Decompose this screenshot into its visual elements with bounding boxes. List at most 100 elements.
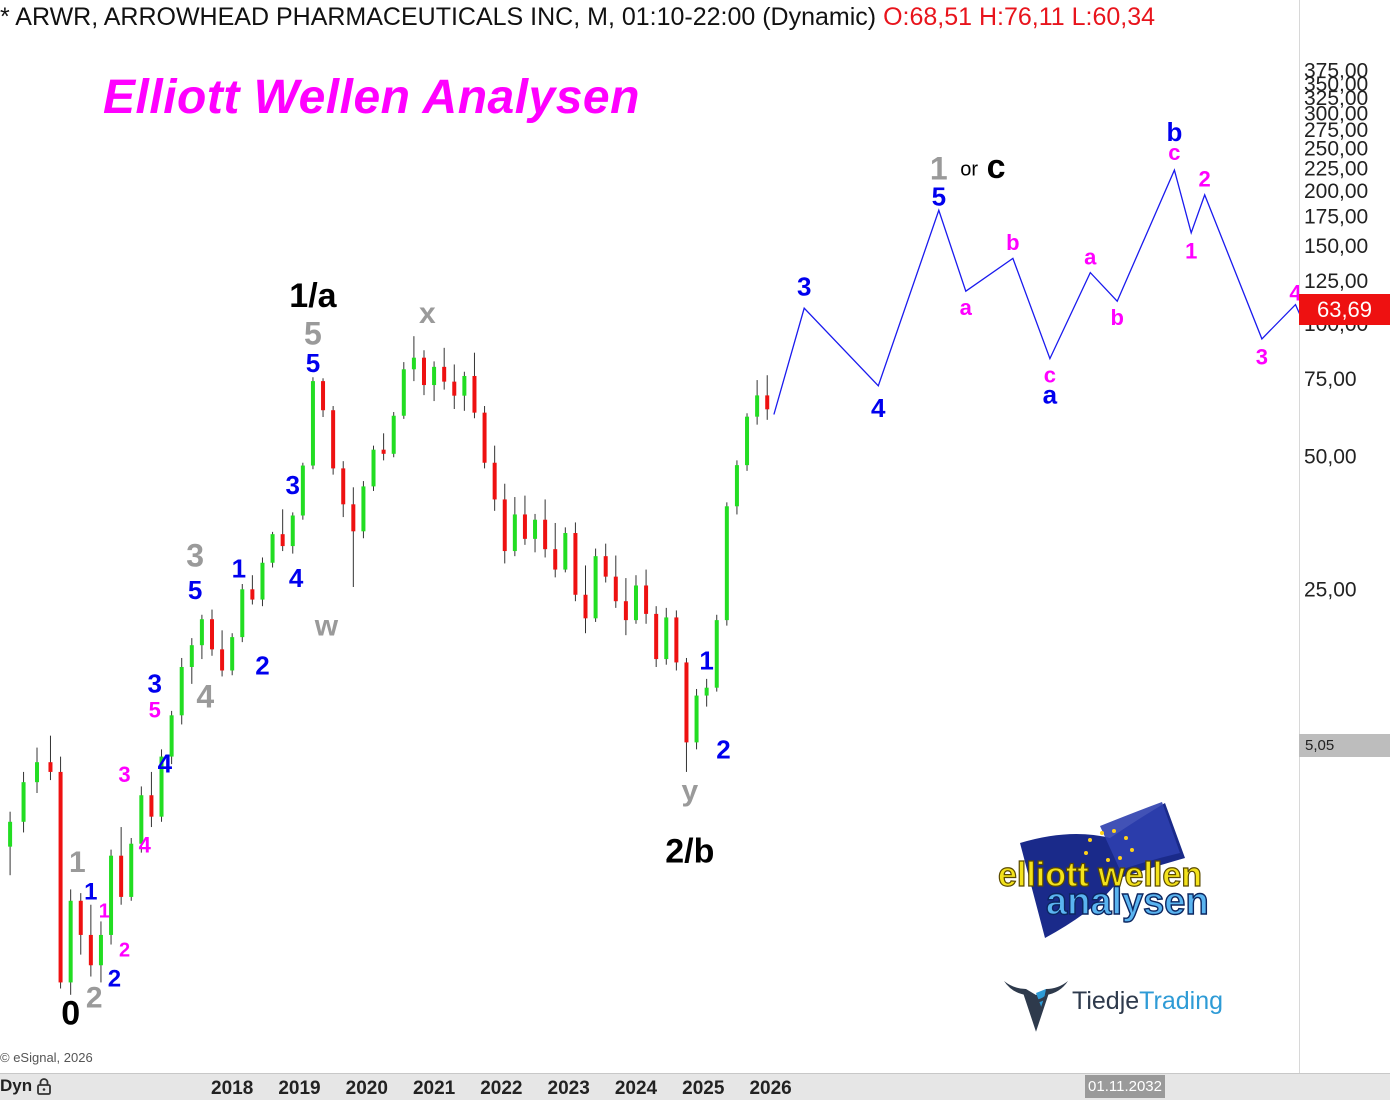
candle-body [482,412,487,463]
candle [452,364,457,410]
x-tick-label: 2025 [682,1078,725,1099]
candle [442,347,447,390]
candle [139,786,144,853]
wave-label: 1 [232,554,246,584]
candle-body [543,519,548,550]
y-tick-label: 250,00 [1304,137,1368,160]
candle-body [361,486,366,532]
candle [240,583,245,643]
wave-label: 3 [1256,345,1268,370]
candle [341,461,346,518]
logo-line2: analysen [1046,881,1209,923]
candle-body [139,795,144,844]
candle [58,756,63,989]
candle-body [250,589,255,600]
candle [78,893,83,955]
wave-label: c [1044,362,1056,387]
candle [250,575,255,605]
x-tick-label: 2022 [480,1078,522,1099]
wave-label: 1 [84,878,97,905]
tiedje-trading-logo: TiedjeTrading [1002,975,1262,1033]
candle [644,569,649,624]
candle-body [512,514,517,552]
candle [270,531,275,568]
candle [361,481,366,539]
y-tick-label: 275,00 [1304,119,1368,142]
candle [109,849,114,945]
y-tick-label: 200,00 [1304,180,1368,203]
price-axis[interactable]: 375,00 350,00 325,00 300,00 275,00 250,00 225,… [1299,0,1390,1073]
candle-body [734,465,739,507]
candle-body [35,762,40,783]
candle-body [765,395,770,410]
y-tick-label: 50,00 [1304,446,1357,469]
wave-label: 5 [304,315,322,351]
candle [543,499,548,558]
candle [603,543,608,583]
wave-label: 4 [871,393,886,423]
candle [199,614,204,660]
wave-label: w [314,610,339,643]
candle [694,688,699,750]
candle-body [654,613,659,660]
candle-body [623,601,628,621]
candle-body [724,506,729,621]
wave-label: 5 [149,698,161,723]
candle-body [149,795,154,817]
wave-label: 3 [797,271,811,301]
candle-body [78,900,83,935]
candle-body [755,395,760,417]
candle [623,578,628,636]
dyn-label[interactable]: Dyn [0,1076,33,1095]
candle-body [502,499,507,552]
x-tick-label: 2018 [211,1078,253,1099]
candle [300,462,305,520]
candle-body [694,695,699,743]
candle-body [260,562,265,600]
wave-label: 5 [306,348,320,378]
candle [129,837,134,901]
wave-label: 2 [255,651,269,681]
candle [492,445,497,511]
wave-label: 2 [86,981,103,1014]
candle-body [341,468,346,505]
candle-body [684,662,689,743]
wave-label: 1 [99,901,110,923]
time-axis[interactable]: 2018 2019 2020 2021 2022 2023 2024 2025 2026 [0,1073,1390,1100]
y-tick-label: 325,00 [1304,87,1368,110]
bull-icon [1004,981,1068,1032]
x-tick-label: 2023 [548,1078,590,1099]
candle [745,413,750,471]
candle-body [58,771,63,983]
wave-label: 3 [186,538,204,574]
candle [8,811,13,876]
candle-body [21,782,26,822]
candle [230,633,235,676]
candle-body [391,415,396,454]
wave-label: 3 [286,470,300,500]
wave-label: b [1166,117,1182,147]
candle-body [209,619,214,650]
candle [391,412,396,458]
candle [280,509,285,552]
wave-label: 2/b [665,832,714,870]
y-tick-label: 225,00 [1304,158,1368,181]
candle [48,735,53,781]
candle-body [371,449,376,487]
y-tick-label: 150,00 [1304,235,1368,258]
candle-body [310,381,315,466]
x-tick-label: 2026 [749,1078,791,1099]
wave-label: 2 [716,734,730,764]
wave-label: b [1006,230,1019,255]
y-tick-label: 175,00 [1304,206,1368,229]
wave-label: a [1043,380,1058,410]
lock-icon[interactable] [34,1076,54,1096]
candle [159,749,164,822]
candle [169,710,174,765]
y-tick-label: 125,00 [1304,270,1368,293]
candle-body [674,617,679,663]
wave-label: 1 [69,846,86,879]
candle [411,336,416,382]
candle-body [462,375,467,396]
